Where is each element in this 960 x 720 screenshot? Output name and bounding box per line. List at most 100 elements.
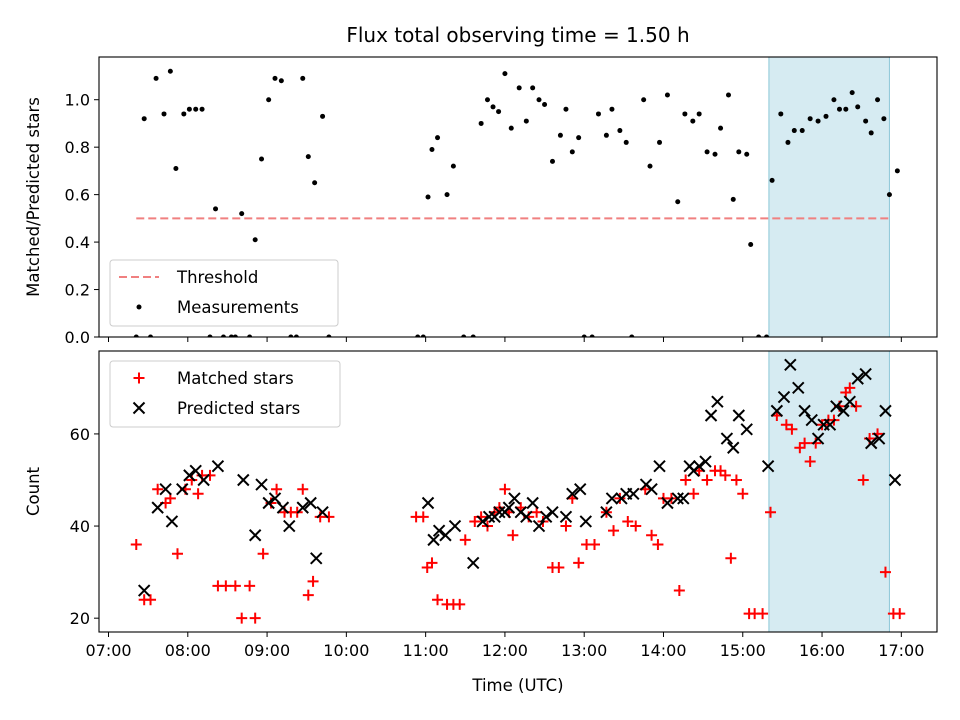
data-point (262, 496, 275, 510)
data-point (589, 334, 595, 337)
data-point (496, 109, 502, 115)
data-point (207, 334, 213, 337)
data-point (429, 147, 435, 153)
data-point (507, 529, 519, 541)
data-point (493, 506, 506, 519)
data-point (220, 334, 226, 337)
data-point (560, 520, 572, 532)
data-point (622, 515, 634, 527)
data-point (232, 334, 238, 337)
x-tick-label: 13:00 (561, 641, 607, 660)
data-point (278, 78, 284, 84)
legend-label: Threshold (176, 268, 258, 287)
x-axis-label: Time (UTC) (471, 676, 563, 695)
data-point (879, 404, 892, 418)
series-measurements (133, 68, 900, 337)
data-point (432, 594, 444, 606)
highlight-span (768, 350, 890, 633)
data-point (181, 111, 187, 117)
data-point (171, 548, 183, 560)
data-point (159, 482, 172, 496)
y-tick-label: 0.2 (65, 281, 90, 300)
data-point (661, 496, 674, 510)
data-point (432, 524, 446, 537)
data-point (257, 548, 269, 560)
panel-ratio: 0.0 0.2 0.4 0.6 0.8 1.0 Matched/Predicted star… (24, 56, 938, 347)
data-point (645, 482, 658, 496)
data-point (574, 482, 587, 496)
data-point (805, 413, 818, 427)
data-point (798, 404, 811, 418)
data-point (236, 612, 248, 624)
data-point (553, 562, 565, 574)
data-point (161, 111, 167, 117)
y-tick-label: 0.8 (65, 138, 90, 157)
data-point (435, 135, 441, 141)
chart-title: Flux total observing time = 1.50 h (346, 23, 689, 47)
legend-frame (109, 360, 341, 428)
data-point (566, 487, 579, 501)
data-point (757, 608, 769, 620)
data-point (765, 506, 777, 518)
data-point (647, 163, 653, 169)
data-point (272, 75, 278, 81)
plot-area (133, 68, 900, 337)
y-tick-label: 0.6 (65, 186, 90, 205)
legend: Threshold Measurements (109, 259, 339, 327)
data-point (490, 104, 496, 110)
x-tick-label: 09:00 (244, 641, 290, 660)
data-point (499, 483, 511, 495)
data-point (799, 128, 805, 134)
data-point (784, 358, 797, 372)
data-point (444, 192, 450, 198)
data-point (454, 598, 466, 610)
data-point (780, 419, 792, 431)
data-point (823, 113, 829, 119)
data-point (830, 400, 843, 413)
data-point (653, 459, 666, 473)
y-tick-label: 0.4 (65, 233, 90, 252)
y-tick-label: 1.0 (65, 91, 90, 110)
data-point (778, 111, 784, 117)
data-point (770, 404, 784, 418)
data-point (420, 334, 426, 337)
data-point (579, 515, 592, 528)
data-point (130, 538, 142, 550)
panel-counts: 07:00 08:00 09:00 10:00 11:00 12:00 13:00 14:00… (24, 350, 938, 660)
series-predicted-stars (137, 358, 902, 597)
legend-label: Predicted stars (177, 399, 300, 418)
data-point (589, 538, 601, 550)
data-point (711, 395, 724, 408)
data-point (276, 501, 290, 514)
axes-frame (98, 350, 938, 633)
data-point (737, 488, 749, 500)
y-tick-label: 20 (70, 609, 90, 628)
data-point (450, 163, 456, 169)
data-point (692, 459, 706, 473)
data-point (516, 85, 522, 91)
data-point (197, 473, 210, 487)
data-point (680, 474, 692, 486)
data-point (641, 97, 647, 103)
data-point (133, 334, 139, 337)
data-point (469, 515, 481, 527)
data-point (252, 237, 258, 243)
data-point (657, 139, 663, 145)
data-point (744, 151, 750, 157)
data-point (718, 125, 724, 131)
y-axis-label: Matched/Predicted stars (24, 97, 43, 297)
legend-plus-swatch (133, 372, 145, 384)
data-point (199, 106, 205, 112)
data-point (220, 580, 232, 592)
data-point (617, 128, 623, 134)
data-point (792, 381, 805, 395)
data-point (664, 92, 670, 98)
data-point (137, 584, 151, 597)
data-point (539, 510, 553, 524)
data-point (844, 382, 856, 394)
data-point (720, 432, 734, 445)
data-point (248, 529, 262, 542)
data-point (712, 151, 718, 157)
data-point (851, 372, 864, 385)
